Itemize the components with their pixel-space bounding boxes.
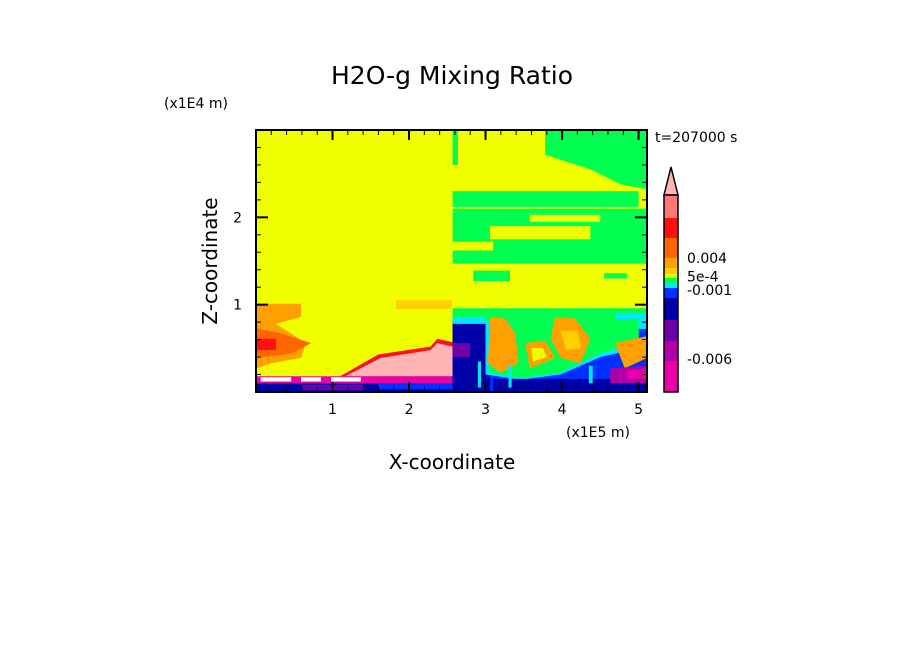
contour-region xyxy=(256,338,276,351)
colorbar-level xyxy=(664,320,678,341)
colorbar-level xyxy=(664,278,678,283)
x-axis-label: X-coordinate xyxy=(389,450,516,474)
colorbar-label: -0.006 xyxy=(687,352,732,368)
contour-region xyxy=(490,226,591,240)
contour-region xyxy=(588,365,593,384)
x-tick-label: 5 xyxy=(634,402,643,418)
colorbar: 0.004 5e-4-0.001 -0.006 xyxy=(663,166,732,393)
contour-region xyxy=(477,361,481,388)
x-tick-label: 2 xyxy=(405,402,414,418)
contour-region xyxy=(531,348,547,362)
contour-region xyxy=(508,365,512,388)
contour-region xyxy=(452,241,494,251)
contour-region xyxy=(529,214,601,222)
colorbar-label: 0.004 xyxy=(687,251,727,267)
y-axis-label: Z-coordinate xyxy=(198,197,222,324)
contour-region xyxy=(452,191,639,207)
colorbar-overflow-arrow xyxy=(663,166,679,196)
colorbar-frame xyxy=(663,194,679,393)
contour-region xyxy=(260,377,292,382)
contour-region xyxy=(452,323,491,392)
contour-region xyxy=(452,343,471,358)
colorbar-level xyxy=(664,258,678,268)
contour-region xyxy=(604,273,628,279)
colorbar-level xyxy=(664,238,678,258)
contour-region xyxy=(627,368,647,379)
contour-region xyxy=(452,130,458,165)
axes: 1 2 3 4 5 1 2 xyxy=(233,129,648,418)
contour-region xyxy=(378,383,453,390)
colorbar-label: 5e-4 xyxy=(687,269,719,285)
contour-region xyxy=(487,316,519,373)
colorbar-level xyxy=(664,195,678,218)
y-tick-label: 1 xyxy=(233,298,242,314)
contour-region xyxy=(301,377,321,382)
colorbar-level xyxy=(664,298,678,320)
colorbar-label: -0.001 xyxy=(687,283,732,299)
colorbar-level xyxy=(664,361,678,392)
time-label: t=207000 s xyxy=(655,130,737,146)
colorbar-level xyxy=(664,268,678,274)
contour-region xyxy=(256,328,312,358)
contour-field xyxy=(256,130,647,392)
colorbar-level xyxy=(664,341,678,361)
colorbar-level xyxy=(664,288,678,298)
x-tick-label: 3 xyxy=(481,402,490,418)
contour-region xyxy=(560,330,582,351)
x-unit-label: (x1E5 m) xyxy=(566,425,630,441)
y-tick-label: 2 xyxy=(233,210,242,226)
plot-frame xyxy=(255,129,648,393)
contour-region xyxy=(396,300,452,309)
chart-title: H2O-g Mixing Ratio xyxy=(331,61,573,90)
y-unit-label: (x1E4 m) xyxy=(164,96,228,112)
colorbar-level xyxy=(664,283,678,288)
colorbar-level xyxy=(664,218,678,238)
x-tick-label: 4 xyxy=(558,402,567,418)
contour-region xyxy=(473,270,510,282)
contour-region xyxy=(614,336,647,369)
contour-region xyxy=(345,343,453,377)
x-tick-label: 1 xyxy=(328,402,337,418)
colorbar-level xyxy=(664,274,678,278)
contour-region xyxy=(545,130,647,190)
contour-region xyxy=(331,377,361,382)
